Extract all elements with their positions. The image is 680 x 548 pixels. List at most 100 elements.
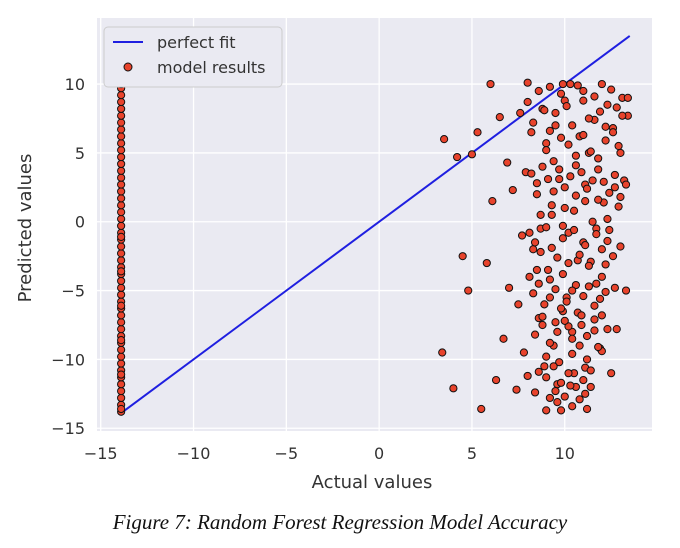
model-result-point — [584, 261, 593, 270]
model-result-point — [512, 385, 521, 394]
model-result-point — [536, 247, 545, 257]
model-result-point — [467, 150, 477, 159]
model-result-point — [595, 107, 605, 116]
model-result-point — [560, 203, 569, 213]
model-result-point — [534, 367, 543, 376]
model-result-point — [545, 275, 555, 284]
model-result-point — [566, 79, 575, 89]
model-result-point — [607, 85, 616, 94]
model-result-point — [117, 201, 126, 210]
model-result-point — [532, 179, 542, 188]
model-result-point — [540, 106, 549, 115]
model-result-point — [543, 174, 553, 184]
model-result-point — [571, 161, 580, 170]
model-result-point — [577, 320, 586, 330]
model-result-point — [603, 236, 612, 246]
model-result-point — [582, 184, 592, 193]
model-result-point — [495, 113, 504, 122]
model-result-point — [558, 234, 568, 243]
figure-caption: Figure 7: Random Forest Regression Model… — [112, 510, 568, 534]
model-result-point — [553, 253, 562, 262]
model-result-point — [551, 121, 560, 130]
model-result-point — [590, 315, 599, 324]
model-result-point — [519, 348, 529, 357]
model-result-point — [562, 102, 571, 111]
model-result-point — [117, 97, 126, 107]
model-result-point — [594, 165, 603, 174]
model-result-point — [599, 177, 608, 186]
model-result-point — [529, 118, 538, 127]
model-result-point — [525, 272, 534, 281]
model-result-point — [542, 146, 551, 155]
model-result-point — [545, 393, 555, 403]
model-result-point — [117, 311, 126, 320]
y-tick-label: −15 — [51, 419, 85, 438]
model-result-point — [556, 378, 566, 387]
model-result-point — [601, 260, 610, 269]
model-result-point — [582, 355, 592, 364]
model-result-point — [542, 352, 551, 361]
model-result-point — [579, 96, 588, 105]
model-result-point — [590, 92, 599, 101]
model-result-point — [542, 139, 551, 148]
x-tick-label: 0 — [374, 444, 384, 463]
model-result-point — [623, 93, 632, 102]
model-result-point — [117, 159, 126, 169]
model-result-point — [618, 111, 627, 120]
model-result-point — [553, 327, 562, 336]
model-result-point — [117, 336, 126, 345]
model-result-point — [530, 330, 540, 339]
model-result-point — [573, 81, 582, 90]
model-result-point — [504, 283, 514, 292]
model-result-point — [556, 406, 566, 415]
model-result-point — [564, 258, 573, 268]
model-result-point — [581, 389, 590, 398]
model-result-point — [117, 256, 126, 265]
model-result-point — [601, 287, 610, 297]
legend-model-results: model results — [157, 58, 266, 77]
model-result-point — [612, 325, 621, 334]
model-result-point — [588, 176, 597, 185]
model-result-point — [547, 201, 556, 210]
model-result-point — [117, 90, 126, 100]
model-result-point — [614, 202, 623, 211]
y-tick-label: 5 — [75, 144, 85, 163]
model-result-point — [545, 293, 555, 302]
model-result-point — [592, 279, 601, 288]
perfect-fit-line — [120, 35, 631, 414]
model-result-point — [566, 172, 575, 181]
model-result-point — [594, 154, 603, 163]
model-result-point — [530, 238, 540, 247]
model-result-point — [584, 282, 593, 291]
legend-perfect-fit: perfect fit — [157, 33, 236, 52]
model-result-point — [551, 318, 560, 327]
x-tick-label: −15 — [84, 444, 118, 463]
model-result-point — [575, 395, 584, 404]
model-result-point — [566, 381, 575, 390]
model-result-point — [117, 283, 126, 292]
model-result-point — [464, 286, 473, 295]
model-result-point — [586, 382, 595, 392]
model-result-point — [517, 231, 527, 240]
model-result-point — [577, 168, 586, 177]
model-result-point — [582, 404, 592, 414]
model-result-point — [597, 272, 606, 281]
model-result-point — [117, 301, 126, 310]
model-result-point — [117, 393, 126, 403]
model-result-point — [610, 183, 619, 192]
model-result-point — [555, 174, 564, 184]
model-result-point — [575, 250, 584, 259]
model-result-point — [117, 380, 126, 389]
model-result-point — [525, 228, 534, 237]
model-result-point — [117, 352, 126, 361]
model-result-point — [590, 301, 599, 310]
model-result-point — [523, 371, 532, 381]
model-result-point — [601, 122, 610, 131]
model-result-point — [117, 386, 126, 396]
model-result-point — [568, 349, 577, 359]
model-result-point — [608, 128, 618, 137]
model-result-point — [117, 125, 126, 134]
model-result-point — [473, 128, 482, 137]
model-result-point — [610, 283, 619, 292]
x-tick-label: 10 — [555, 444, 575, 463]
